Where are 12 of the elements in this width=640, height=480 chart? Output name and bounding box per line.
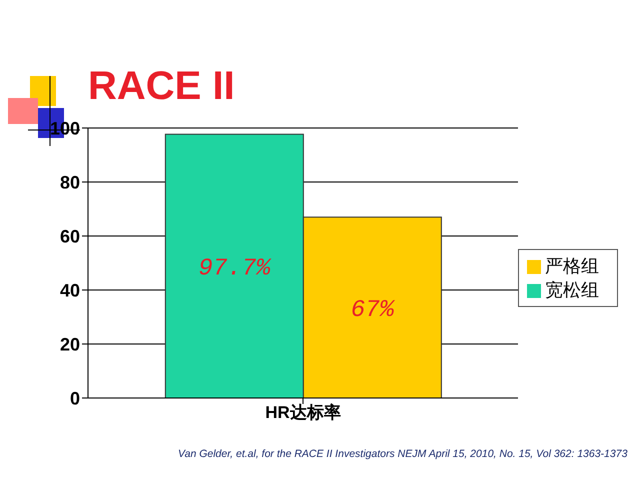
legend-label: 严格组 bbox=[545, 256, 599, 276]
text: Van Gelder, et.al, for the RACE II Investigators NEJM April 15, 2010, No. 15, Vol 362: 1363-1373 bbox=[178, 448, 628, 460]
data-label: 67% bbox=[350, 297, 396, 324]
y-tick-label: 40 bbox=[60, 280, 80, 300]
y-tick-label: 60 bbox=[60, 226, 80, 246]
x-tick-label: HR达标率 bbox=[265, 403, 341, 422]
chart-title: RACE II bbox=[88, 64, 235, 109]
y-tick-label: 0 bbox=[70, 388, 80, 408]
y-tick-label: 80 bbox=[60, 172, 80, 192]
legend-label: 宽松组 bbox=[545, 280, 599, 300]
data-label: 97.7% bbox=[198, 256, 272, 283]
y-tick-label: 20 bbox=[60, 334, 80, 354]
